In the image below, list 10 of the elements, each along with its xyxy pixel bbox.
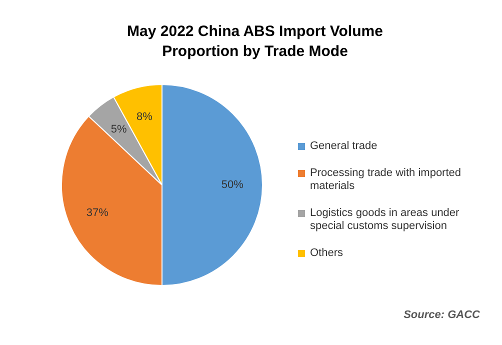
legend-label: Others — [310, 247, 344, 260]
legend-label: Logistics goods in areas under special customs supervision — [310, 207, 460, 233]
data-label: 5% — [110, 123, 128, 136]
legend-label: Processing trade with imported materials — [310, 167, 462, 193]
data-label: 8% — [136, 110, 153, 123]
source-note: Source: GACC — [404, 309, 480, 321]
data-label: 50% — [221, 179, 244, 192]
chart-title: May 2022 China ABS Import Volume Proportion by Trade Mode — [126, 22, 384, 62]
legend-label: General trade — [310, 140, 378, 153]
data-label: 37% — [86, 206, 109, 219]
